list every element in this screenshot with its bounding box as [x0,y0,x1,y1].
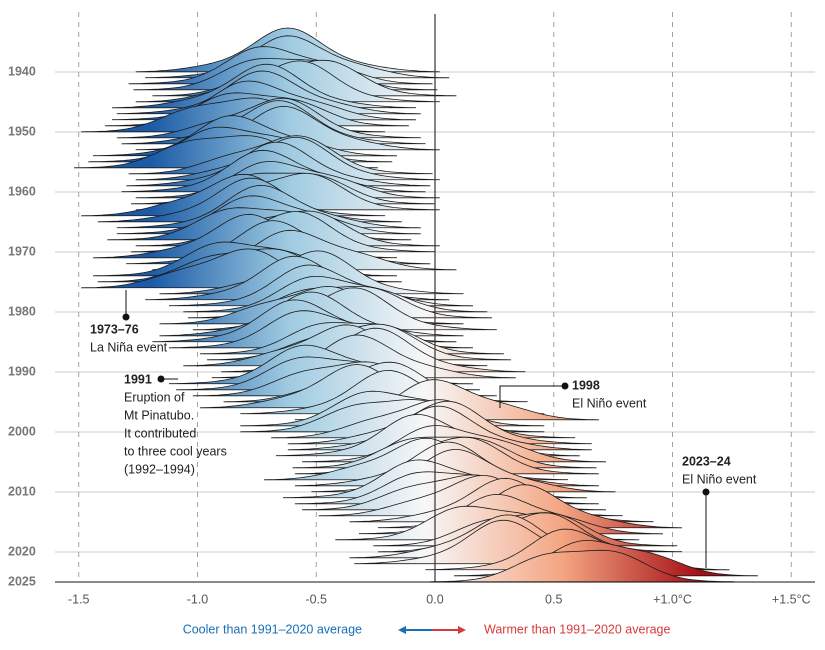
annotation-text: to three cool years [124,444,227,458]
annotation-leader [499,385,565,408]
annotation-text: El Niño event [682,472,757,486]
y-tick-label: 1950 [8,124,36,138]
y-tick-label: 2020 [8,544,36,558]
ridge [430,549,735,583]
annotation-text: La Niña event [90,340,168,354]
legend-arrowhead-warm [458,626,466,634]
annotation-text: It contributed [124,426,196,440]
annotation-dot [561,382,569,390]
annotation-dot [702,488,710,496]
legend-cool: Cooler than 1991–2020 average [183,622,362,636]
x-tick-label: +1.0°C [653,592,692,606]
legend-arrowhead-cool [398,626,406,634]
y-tick-label: 1960 [8,184,36,198]
annotation-dot [157,375,165,383]
x-tick-label: -0.5 [305,592,327,606]
annotation-text: (1992–1994) [124,462,195,476]
y-tick-label: 2000 [8,424,36,438]
y-tick-label: 2025 [8,574,36,588]
x-tick-label: 0.5 [545,592,562,606]
y-tick-label: 2010 [8,484,36,498]
annotation-text: Mt Pinatubo. [124,408,194,422]
legend-warm: Warmer than 1991–2020 average [484,622,671,636]
annotation-label: 1973–76 [90,322,139,336]
annotation-dot [122,313,130,321]
annotation-text: Eruption of [124,390,185,404]
y-tick-label: 1980 [8,304,36,318]
y-tick-label: 1970 [8,244,36,258]
x-tick-label: +1.5°C [772,592,811,606]
x-tick-label: -1.5 [68,592,90,606]
y-tick-label: 1990 [8,364,36,378]
x-tick-label: 0.0 [426,592,443,606]
x-tick-label: -1.0 [187,592,209,606]
annotation-text: El Niño event [572,396,647,410]
annotation-label: 1998 [572,378,600,392]
annotation-label: 1991 [124,372,152,386]
y-tick-label: 1940 [8,64,36,78]
annotation-label: 2023–24 [682,454,731,468]
